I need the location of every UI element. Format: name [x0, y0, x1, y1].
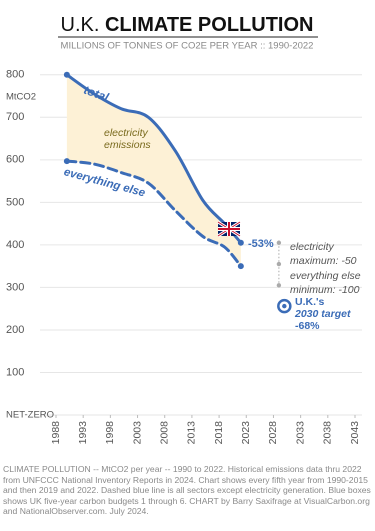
area-label: electricity: [104, 127, 149, 139]
x-tick-label: 1988: [50, 421, 62, 445]
y-tick-label: 100: [6, 366, 24, 378]
chart: U.K. CLIMATE POLLUTION MILLIONS OF TONNE…: [6, 14, 362, 445]
y-tick-label: 300: [6, 281, 24, 293]
x-tick-label: 2028: [267, 421, 279, 445]
target-label: U.K.'s: [295, 296, 324, 308]
x-tick-label: 2018: [213, 421, 225, 445]
electricity-area: [66, 74, 241, 267]
x-tick-label: 2033: [294, 421, 306, 445]
reduction-point: [276, 283, 282, 288]
flag: [218, 222, 240, 236]
series-line: [65, 159, 243, 268]
footnote: CLIMATE POLLUTION -- MtCO2 per year -- 1…: [3, 464, 371, 517]
series-line: [65, 73, 243, 245]
target-label: -68%: [295, 320, 320, 332]
end-point: [237, 239, 244, 246]
chart-subtitle: MILLIONS OF TONNES OF CO2E PER YEAR :: 1…: [61, 41, 314, 52]
reduction-label: everything else: [290, 270, 361, 282]
y-unit: MtCO2: [6, 92, 36, 103]
grid: [40, 74, 362, 418]
x-tick-label: 1998: [104, 421, 116, 445]
target-label: 2030 target: [294, 308, 351, 320]
y-tick-label: 200: [6, 324, 24, 336]
y-tick-label: 600: [6, 154, 24, 166]
reduction-label: minimum: -100: [290, 284, 360, 296]
x-tick-label: 2008: [159, 421, 171, 445]
plot: [63, 71, 282, 288]
y-tick-label: 400: [6, 239, 24, 251]
reduction-label: electricity: [290, 241, 335, 253]
y-tick-label: 800: [6, 69, 24, 81]
chart-title: U.K. CLIMATE POLLUTION: [61, 14, 314, 36]
area-label: emissions: [104, 139, 151, 151]
y-tick-label: NET-ZERO: [6, 410, 54, 421]
y-tick-label: 500: [6, 196, 24, 208]
title-lead: U.K.: [61, 14, 100, 36]
x-tick-label: 2043: [349, 421, 361, 445]
reduction-label: maximum: -50: [290, 255, 357, 267]
x-tick-label: 1993: [77, 421, 89, 445]
y-tick-label: 700: [6, 111, 24, 123]
end-point: [237, 263, 244, 270]
start-point: [63, 71, 70, 78]
x-tick-label: 2038: [322, 421, 334, 445]
x-tick-label: 2013: [186, 421, 198, 445]
x-tick-label: 2023: [240, 421, 252, 445]
target-dot: [282, 303, 287, 309]
reduction-point: [276, 240, 282, 245]
title-main: CLIMATE POLLUTION: [105, 14, 314, 36]
x-tick-label: 2003: [131, 421, 143, 445]
start-point: [63, 158, 70, 165]
reduction-point: [276, 261, 282, 267]
end-label: -53%: [248, 238, 274, 250]
